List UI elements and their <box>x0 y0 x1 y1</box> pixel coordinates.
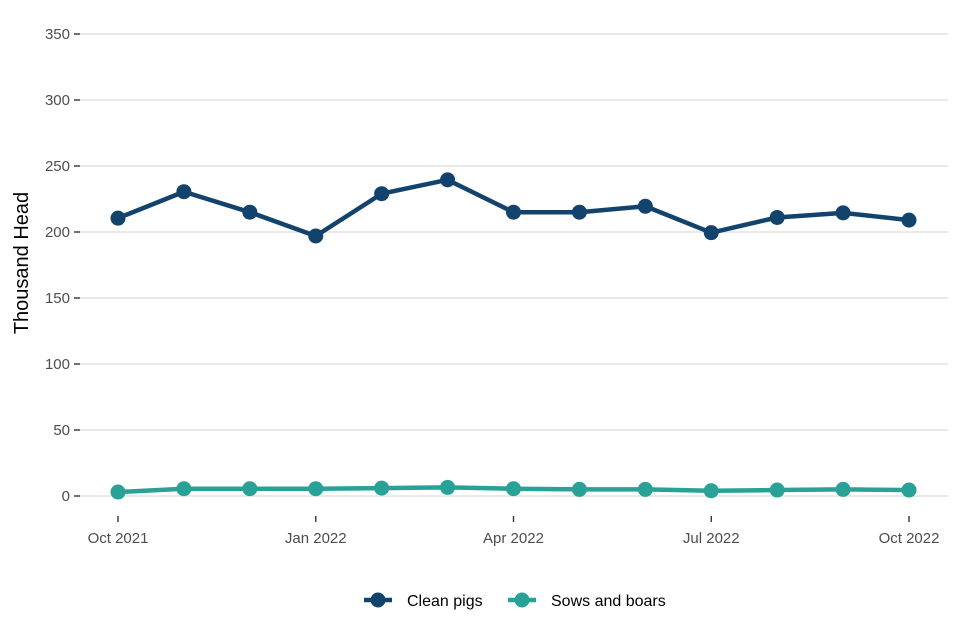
data-point <box>637 481 653 497</box>
y-tick-label: 350 <box>45 26 70 43</box>
data-point <box>769 209 785 225</box>
legend-label: Clean pigs <box>407 593 483 610</box>
x-tick-label: Apr 2022 <box>483 530 544 547</box>
data-point <box>835 481 851 497</box>
series-sows-and-boars <box>110 479 917 500</box>
y-tick-label: 50 <box>53 422 70 439</box>
data-point <box>110 484 126 500</box>
legend-item: Clean pigs <box>364 592 483 610</box>
legend-item: Sows and boars <box>508 592 666 610</box>
data-point <box>769 482 785 498</box>
data-point <box>242 204 258 220</box>
y-tick-label: 300 <box>45 92 70 109</box>
data-point <box>901 482 917 498</box>
y-tick-label: 100 <box>45 356 70 373</box>
y-axis-title: Thousand Head <box>11 192 33 334</box>
y-tick-label: 250 <box>45 158 70 175</box>
data-point <box>637 198 653 214</box>
data-point <box>110 210 126 226</box>
data-point <box>440 479 456 495</box>
data-point <box>440 172 456 188</box>
data-point <box>308 228 324 244</box>
x-tick-label: Jan 2022 <box>285 530 347 547</box>
y-tick-label: 150 <box>45 290 70 307</box>
legend-swatch-marker <box>370 592 386 608</box>
data-point <box>176 184 192 200</box>
legend-label: Sows and boars <box>551 593 666 610</box>
data-point <box>242 481 258 497</box>
y-tick-label: 0 <box>62 488 70 505</box>
gridlines <box>80 33 948 497</box>
y-tick-label: 200 <box>45 224 70 241</box>
data-point <box>901 212 917 228</box>
series-lines <box>110 172 917 500</box>
data-point <box>374 480 390 496</box>
data-point <box>506 204 521 220</box>
y-axis: 0 50 100 150 200 250 300 350 <box>45 26 80 505</box>
data-point <box>506 481 521 497</box>
x-tick-label: Oct 2022 <box>879 530 940 547</box>
data-point <box>176 481 192 497</box>
data-point <box>374 186 390 202</box>
data-point <box>571 481 587 497</box>
data-point <box>703 225 719 241</box>
x-axis: Oct 2021 Jan 2022 Apr 2022 Jul 2022 Oct 2022 <box>88 516 940 547</box>
data-point <box>835 205 851 221</box>
data-point <box>571 204 587 220</box>
legend: Clean pigs Sows and boars <box>364 592 666 610</box>
data-point <box>703 483 719 499</box>
x-tick-label: Oct 2021 <box>88 530 149 547</box>
series-clean-pigs <box>110 172 917 244</box>
legend-swatch-marker <box>514 592 530 608</box>
x-tick-label: Jul 2022 <box>683 530 740 547</box>
data-point <box>308 481 324 497</box>
